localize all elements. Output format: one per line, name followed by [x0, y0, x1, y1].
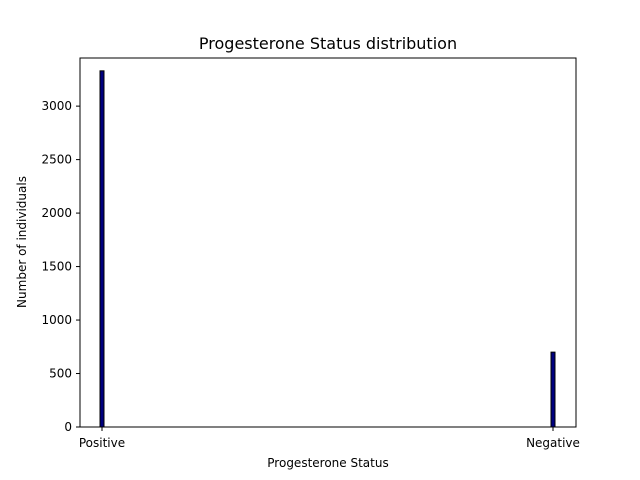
y-tick-label: 2000: [41, 206, 72, 220]
y-tick-label: 0: [64, 420, 72, 434]
bar-negative: [550, 351, 556, 428]
x-tick-label: Negative: [526, 436, 580, 450]
bars-layer: [99, 70, 556, 428]
bar-positive: [99, 70, 105, 428]
y-tick-label: 3000: [41, 99, 72, 113]
y-axis: 0 500 1000 1500 2000 2500 3000: [41, 99, 80, 434]
x-tick-label: Positive: [79, 436, 125, 450]
chart-title: Progesterone Status distribution: [199, 34, 457, 53]
plot-frame: [79, 57, 577, 428]
y-tick-label: 500: [49, 367, 72, 381]
x-axis: Positive Negative: [79, 427, 580, 450]
y-tick-label: 2500: [41, 153, 72, 167]
y-tick-label: 1000: [41, 313, 72, 327]
x-axis-label: Progesterone Status: [267, 456, 388, 470]
y-tick-label: 1500: [41, 260, 72, 274]
y-axis-label: Number of individuals: [15, 176, 29, 308]
